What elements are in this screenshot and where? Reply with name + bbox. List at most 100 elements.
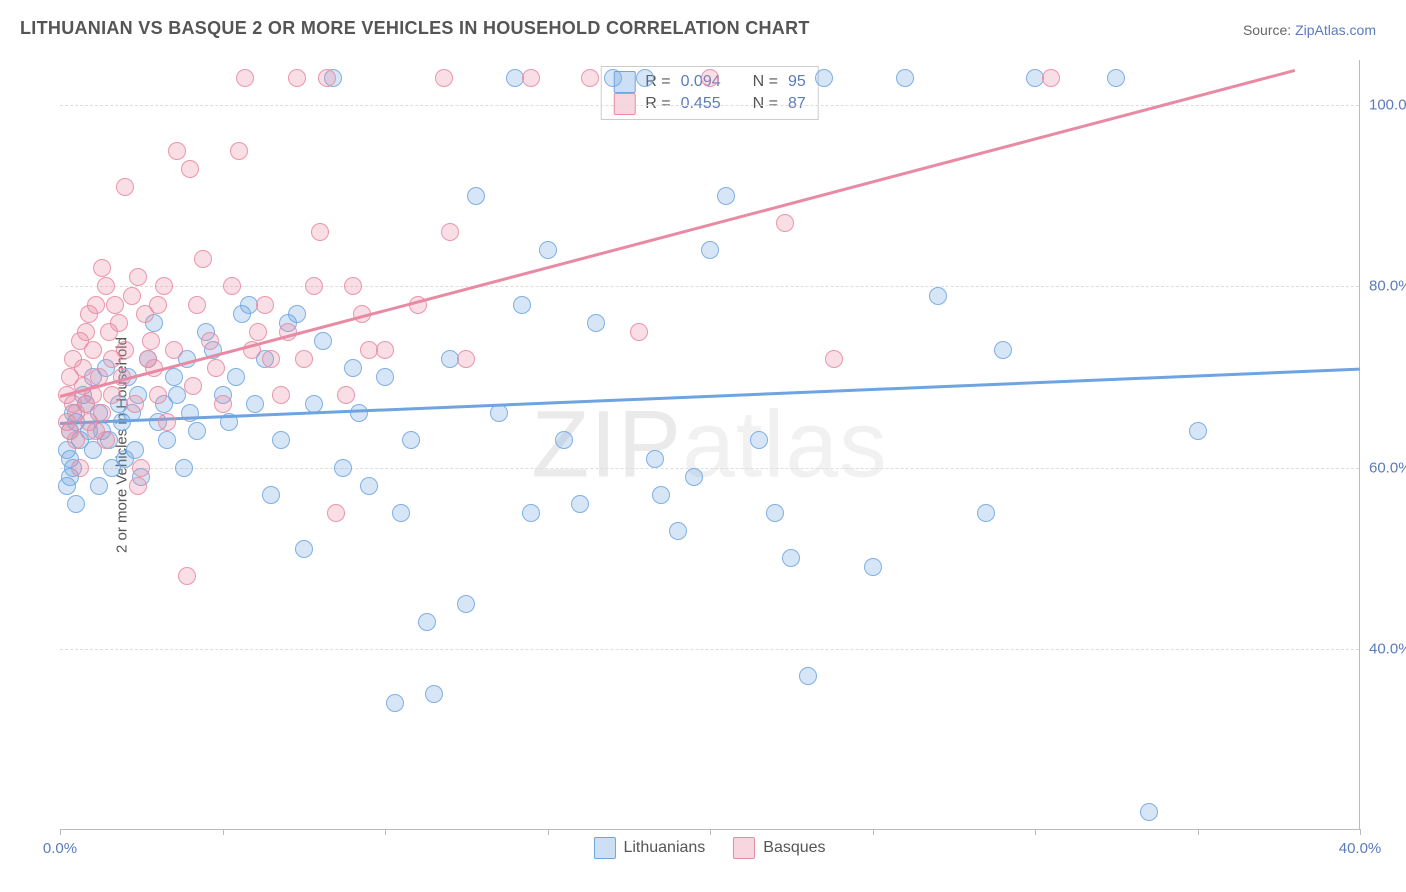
scatter-point	[129, 268, 147, 286]
scatter-point	[994, 341, 1012, 359]
scatter-point	[175, 459, 193, 477]
scatter-point	[249, 323, 267, 341]
scatter-point	[392, 504, 410, 522]
x-tick-label: 40.0%	[1339, 840, 1382, 857]
scatter-point	[350, 404, 368, 422]
scatter-point	[305, 277, 323, 295]
scatter-point	[165, 341, 183, 359]
legend-r-value: 0.455	[681, 95, 721, 113]
scatter-point	[717, 187, 735, 205]
scatter-point	[132, 459, 150, 477]
scatter-point	[158, 413, 176, 431]
scatter-point	[97, 431, 115, 449]
scatter-point	[272, 386, 290, 404]
scatter-point	[571, 495, 589, 513]
scatter-point	[71, 459, 89, 477]
scatter-point	[1107, 69, 1125, 87]
scatter-point	[123, 287, 141, 305]
scatter-point	[188, 422, 206, 440]
scatter-point	[896, 69, 914, 87]
legend-swatch	[733, 837, 755, 859]
x-tick	[223, 829, 224, 835]
legend-n-value: 95	[788, 73, 806, 91]
scatter-point	[256, 296, 274, 314]
scatter-point	[776, 214, 794, 232]
y-tick-label: 40.0%	[1369, 640, 1406, 657]
scatter-point	[467, 187, 485, 205]
scatter-point	[490, 404, 508, 422]
scatter-point	[246, 395, 264, 413]
scatter-point	[1042, 69, 1060, 87]
scatter-point	[201, 332, 219, 350]
scatter-point	[126, 395, 144, 413]
chart-container: LITHUANIAN VS BASQUE 2 OR MORE VEHICLES …	[0, 0, 1406, 892]
scatter-point	[386, 694, 404, 712]
scatter-point	[646, 450, 664, 468]
scatter-point	[116, 341, 134, 359]
legend-r-label: R =	[645, 95, 670, 113]
scatter-point	[158, 431, 176, 449]
scatter-point	[314, 332, 332, 350]
legend-n-value: 87	[788, 95, 806, 113]
legend-swatch	[593, 837, 615, 859]
scatter-point	[207, 359, 225, 377]
x-tick	[60, 829, 61, 835]
scatter-point	[685, 468, 703, 486]
scatter-point	[262, 350, 280, 368]
scatter-point	[295, 540, 313, 558]
x-tick-label: 0.0%	[43, 840, 77, 857]
scatter-point	[1140, 803, 1158, 821]
scatter-point	[126, 441, 144, 459]
scatter-point	[295, 350, 313, 368]
scatter-point	[272, 431, 290, 449]
source-link[interactable]: ZipAtlas.com	[1295, 22, 1376, 38]
scatter-point	[188, 296, 206, 314]
scatter-point	[581, 69, 599, 87]
scatter-point	[184, 377, 202, 395]
source-label: Source: ZipAtlas.com	[1243, 22, 1376, 38]
source-prefix: Source:	[1243, 22, 1295, 38]
scatter-point	[106, 296, 124, 314]
x-tick	[1360, 829, 1361, 835]
legend-n-label: N =	[753, 73, 778, 91]
scatter-point	[539, 241, 557, 259]
scatter-point	[337, 386, 355, 404]
scatter-point	[165, 368, 183, 386]
watermark-b: atlas	[682, 391, 888, 497]
legend-swatch	[613, 93, 635, 115]
legend-corr-row: R = 0.455N = 87	[613, 93, 806, 115]
scatter-point	[376, 341, 394, 359]
legend-series-item: Basques	[733, 837, 825, 859]
scatter-point	[288, 305, 306, 323]
scatter-point	[149, 296, 167, 314]
scatter-point	[262, 486, 280, 504]
scatter-point	[168, 386, 186, 404]
x-tick	[548, 829, 549, 835]
scatter-point	[178, 567, 196, 585]
scatter-point	[750, 431, 768, 449]
scatter-point	[864, 558, 882, 576]
scatter-point	[67, 431, 85, 449]
scatter-point	[457, 595, 475, 613]
scatter-point	[522, 69, 540, 87]
scatter-point	[344, 359, 362, 377]
legend-series-item: Lithuanians	[593, 837, 705, 859]
scatter-point	[93, 404, 111, 422]
scatter-point	[227, 368, 245, 386]
scatter-point	[318, 69, 336, 87]
scatter-point	[97, 277, 115, 295]
scatter-point	[555, 431, 573, 449]
x-tick	[1035, 829, 1036, 835]
scatter-point	[418, 613, 436, 631]
scatter-point	[344, 277, 362, 295]
watermark: ZIPatlas	[531, 390, 887, 499]
scatter-point	[214, 395, 232, 413]
scatter-point	[67, 495, 85, 513]
y-tick-label: 80.0%	[1369, 278, 1406, 295]
x-tick	[1198, 829, 1199, 835]
scatter-point	[782, 549, 800, 567]
gridline-h	[60, 286, 1359, 287]
scatter-point	[441, 223, 459, 241]
scatter-point	[376, 368, 394, 386]
scatter-point	[977, 504, 995, 522]
